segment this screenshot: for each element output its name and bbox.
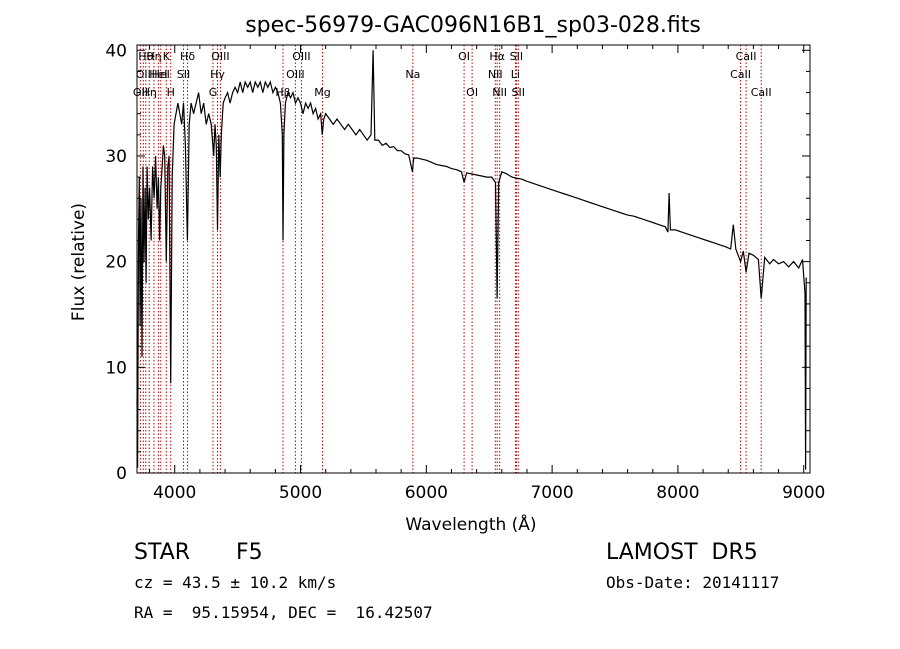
line-marker-label-12: Hγ xyxy=(210,68,225,81)
line-marker-label-18: Na xyxy=(405,68,420,81)
line-marker-label-3: Hη xyxy=(142,86,157,99)
line-marker-label-29: CaII xyxy=(751,86,772,99)
line-marker-label-11: G xyxy=(209,86,218,99)
line-marker-label-17: Mg xyxy=(314,86,330,99)
coordinates: RA = 95.15954, DEC = 16.42507 xyxy=(134,603,433,622)
x-tick-label-7000: 7000 xyxy=(530,483,573,503)
x-tick-label-6000: 6000 xyxy=(405,483,448,503)
observation-date: Obs-Date: 20141117 xyxy=(606,573,780,592)
y-tick-label-30: 30 xyxy=(105,147,127,167)
x-axis-ticks: 4000 5000 6000 7000 8000 9000 xyxy=(149,45,825,503)
line-marker-label-10: Hδ xyxy=(180,50,195,63)
x-tick-label-8000: 8000 xyxy=(656,483,699,503)
line-marker-label-8: H xyxy=(167,86,175,99)
line-marker-label-2: Hθ xyxy=(138,50,153,63)
line-marker-label-13: OIII xyxy=(211,50,229,63)
x-tick-label-5000: 5000 xyxy=(279,483,322,503)
spectrum-line-group xyxy=(136,50,807,470)
line-marker-labels: OIIOIIHθHηHηHeIHeIKHSIIHδGHγOIIIHβOIIIOI… xyxy=(133,50,772,99)
x-tick-label-9000: 9000 xyxy=(782,483,825,503)
line-marker-label-25: SII xyxy=(510,50,523,63)
line-marker-label-28: CaII xyxy=(736,50,757,63)
object-class: STAR xyxy=(134,540,191,565)
line-marker-label-7: K xyxy=(163,50,171,63)
spectrum-line xyxy=(136,50,807,470)
x-axis-label: Wavelength (Å) xyxy=(405,513,536,535)
y-tick-label-0: 0 xyxy=(116,464,127,484)
chart-title: spec-56979-GAC096N16B1_sp03-028.fits xyxy=(245,13,701,38)
line-marker-label-22: Hα xyxy=(489,50,505,63)
x-tick-label-4000: 4000 xyxy=(153,483,196,503)
line-markers xyxy=(139,45,762,473)
line-marker-label-26: SII xyxy=(512,86,525,99)
y-tick-label-10: 10 xyxy=(105,358,127,378)
y-tick-label-20: 20 xyxy=(105,253,127,273)
line-marker-label-5: HeI xyxy=(149,68,167,81)
plot-frame xyxy=(136,44,811,474)
y-axis-ticks: 0 10 20 30 40 xyxy=(105,41,810,484)
y-tick-label-40: 40 xyxy=(105,41,127,61)
survey-name: LAMOST DR5 xyxy=(606,540,758,565)
line-marker-label-19: OI xyxy=(458,50,470,63)
line-marker-label-15: OIII xyxy=(286,68,304,81)
object-subclass: F5 xyxy=(236,540,263,565)
line-marker-label-21: NII xyxy=(488,68,503,81)
line-marker-label-4: Hη xyxy=(146,50,161,63)
line-marker-label-24: Li xyxy=(511,68,520,81)
line-marker-label-6: HeI xyxy=(152,68,170,81)
y-axis-label: Flux (relative) xyxy=(69,203,89,321)
line-marker-label-16: OIII xyxy=(292,50,310,63)
line-marker-label-20: OI xyxy=(466,86,478,99)
redshift-cz: cz = 43.5 ± 10.2 km/s xyxy=(134,573,337,592)
line-marker-label-23: NII xyxy=(492,86,507,99)
line-marker-label-27: CaII xyxy=(730,68,751,81)
line-marker-label-9: SII xyxy=(177,68,190,81)
